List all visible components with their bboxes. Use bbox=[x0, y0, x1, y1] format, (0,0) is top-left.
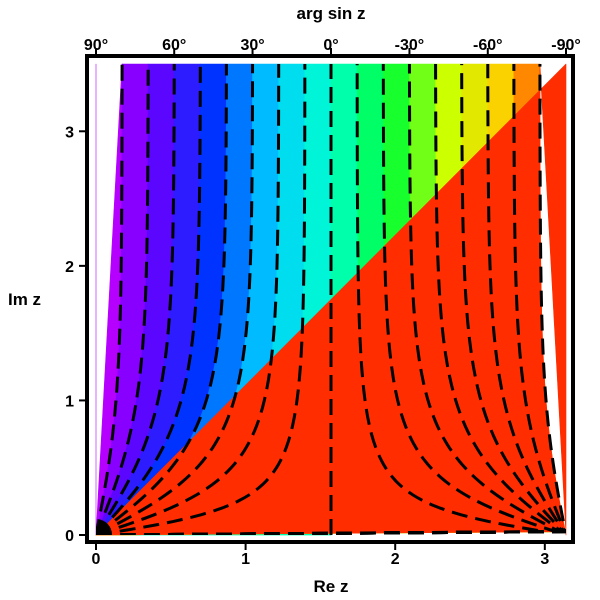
contour-line bbox=[96, 64, 150, 535]
top-tick-label: -60° bbox=[473, 37, 503, 54]
top-tick-label: 60° bbox=[162, 37, 186, 54]
contour-line bbox=[96, 64, 281, 535]
y-tick-label: 1 bbox=[65, 393, 74, 410]
contour-lines bbox=[96, 64, 566, 535]
contour-line bbox=[96, 64, 557, 535]
contour-line bbox=[96, 64, 176, 535]
top-tick-label: 90° bbox=[84, 37, 108, 54]
x-tick-label: 1 bbox=[241, 551, 250, 568]
x-tick-label: 3 bbox=[540, 551, 549, 568]
y-tick-label: 0 bbox=[65, 528, 74, 545]
contour-line bbox=[96, 64, 228, 535]
contour-line bbox=[96, 64, 307, 535]
contour-line bbox=[96, 64, 566, 535]
top-tick-label: 0° bbox=[323, 37, 338, 54]
contour-line bbox=[96, 64, 561, 535]
contour-line bbox=[96, 64, 124, 535]
y-axis-ticks: 0 1 2 3 bbox=[65, 124, 85, 545]
y-axis-label: Im z bbox=[8, 290, 41, 309]
contour-line bbox=[96, 64, 566, 535]
x-tick-label: 0 bbox=[92, 551, 101, 568]
top-tick-label: 30° bbox=[240, 37, 264, 54]
top-axis-ticks: 90° 60° 30° 0° -30° -60° -90° bbox=[84, 37, 581, 54]
contour-line bbox=[96, 64, 546, 535]
contour-line bbox=[96, 64, 566, 535]
chart-title: arg sin z bbox=[297, 4, 366, 23]
x-axis-label: Re z bbox=[314, 577, 349, 596]
plot-frame bbox=[85, 54, 575, 544]
contour-line bbox=[96, 64, 202, 535]
contour-line bbox=[96, 64, 255, 535]
y-tick-label: 3 bbox=[65, 124, 74, 141]
top-tick-label: -90° bbox=[551, 37, 581, 54]
contour-line bbox=[96, 64, 566, 535]
x-axis-ticks: 0 1 2 3 bbox=[92, 544, 549, 568]
contour-line bbox=[96, 64, 566, 535]
top-tick-label: -30° bbox=[395, 37, 425, 54]
y-tick-label: 2 bbox=[65, 259, 74, 276]
x-tick-label: 2 bbox=[391, 551, 400, 568]
color-bands bbox=[95, 63, 567, 536]
